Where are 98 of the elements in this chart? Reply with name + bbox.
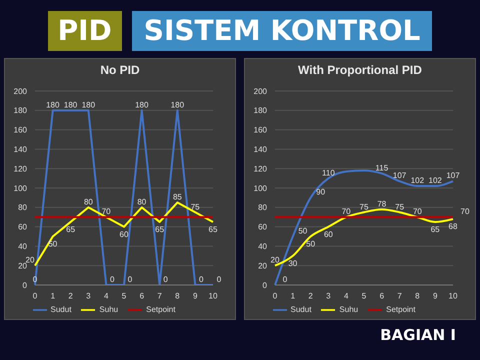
data-label: 107 [392,171,407,180]
x-tick-label: 7 [157,292,162,301]
x-tick-label: 7 [397,292,402,301]
data-label: 65 [208,224,218,234]
x-tick-label: 6 [140,292,145,301]
data-label: 0 [282,275,288,284]
data-label: 68 [448,222,458,232]
data-label: 60 [120,230,129,239]
data-label: 107 [446,171,460,180]
data-label: 50 [306,240,316,248]
y-tick-label: 100 [254,184,268,193]
x-tick-label: 10 [448,292,458,301]
data-label: 65 [430,224,440,234]
data-label: 180 [170,100,185,110]
x-tick-label: 5 [122,292,127,301]
legend-label: Suhu [339,305,358,314]
data-label: 0 [216,275,222,284]
data-label: 75 [395,202,405,212]
y-tick-label: 180 [14,106,28,116]
data-label: 0 [32,275,38,284]
y-tick-label: 40 [18,242,28,252]
x-tick-label: 5 [362,292,367,301]
y-tick-label: 0 [22,280,28,290]
data-label: 180 [135,100,150,110]
x-tick-label: 8 [175,292,180,301]
y-tick-label: 120 [254,164,268,174]
text: SISTEM KONTROL [132,11,432,51]
x-tick-label: 9 [192,292,198,301]
data-label: 180 [82,100,96,110]
x-tick-label: 3 [86,292,92,301]
y-tick-label: 140 [254,145,268,154]
data-label: 0 [163,275,168,284]
data-label: 70 [102,207,112,216]
data-label: 0 [110,275,115,284]
data-label: 80 [137,197,147,206]
data-label: 102 [428,176,442,186]
data-label: 90 [316,188,326,197]
y-tick-label: 40 [258,242,268,252]
data-label: 65 [155,224,165,234]
chart-title: With Proportional PID [297,62,423,79]
y-tick-label: 60 [18,222,28,232]
x-tick-label: 8 [415,292,420,301]
legend-label: Sudut [290,305,312,314]
data-label: 70 [460,207,470,216]
legend-label: Setpoint [386,305,416,314]
data-label: 115 [375,163,389,172]
y-tick-label: 160 [14,126,28,135]
y-tick-label: 200 [14,86,28,96]
chart-title: No PID [99,62,141,79]
data-label: 80 [84,197,94,206]
data-label: 70 [412,207,422,216]
y-tick-label: 200 [254,86,268,96]
legend-label: Sudut [50,305,72,314]
x-tick-label: 0 [32,292,38,301]
x-tick-label: 2 [68,292,74,301]
x-tick-label: 9 [432,292,438,301]
legend-label: Setpoint [146,305,176,314]
x-tick-label: 1 [290,292,296,301]
x-tick-label: 6 [380,292,385,301]
data-label: 85 [172,192,182,202]
x-tick-label: 10 [208,292,218,301]
y-tick-label: 60 [258,222,268,232]
data-label: 75 [360,202,369,212]
x-tick-label: 4 [344,292,349,301]
data-label: 50 [48,240,58,248]
x-tick-label: 0 [272,292,278,301]
data-label: 75 [190,202,200,212]
y-tick-label: 0 [262,280,268,290]
y-tick-label: 20 [18,261,28,270]
data-label: 70 [342,207,352,216]
y-tick-label: 180 [254,106,268,116]
data-label: 20 [26,256,35,265]
data-label: 102 [410,176,425,186]
x-tick-label: 2 [308,292,314,301]
text: PID [48,11,122,51]
y-tick-label: 140 [14,145,28,154]
text: BAGIAN I [380,326,456,344]
data-label: 180 [64,100,78,110]
y-tick-label: 80 [258,203,268,212]
data-label: 65 [66,224,76,234]
data-label: 110 [322,168,336,178]
legend-label: Suhu [99,305,118,314]
y-tick-label: 100 [14,184,28,193]
x-tick-label: 4 [104,292,109,301]
data-label: 20 [270,256,280,265]
data-label: 30 [288,258,298,268]
data-label: 50 [298,226,308,236]
data-label: 60 [324,230,334,239]
data-label: 78 [377,199,387,208]
y-tick-label: 120 [14,164,28,174]
data-label: 0 [198,275,204,284]
x-tick-label: 1 [50,292,56,301]
y-tick-label: 20 [258,261,268,270]
x-tick-label: 3 [326,292,332,301]
data-label: 180 [46,100,60,110]
data-label: 0 [128,275,133,284]
y-tick-label: 80 [18,203,28,212]
y-tick-label: 160 [254,126,268,135]
